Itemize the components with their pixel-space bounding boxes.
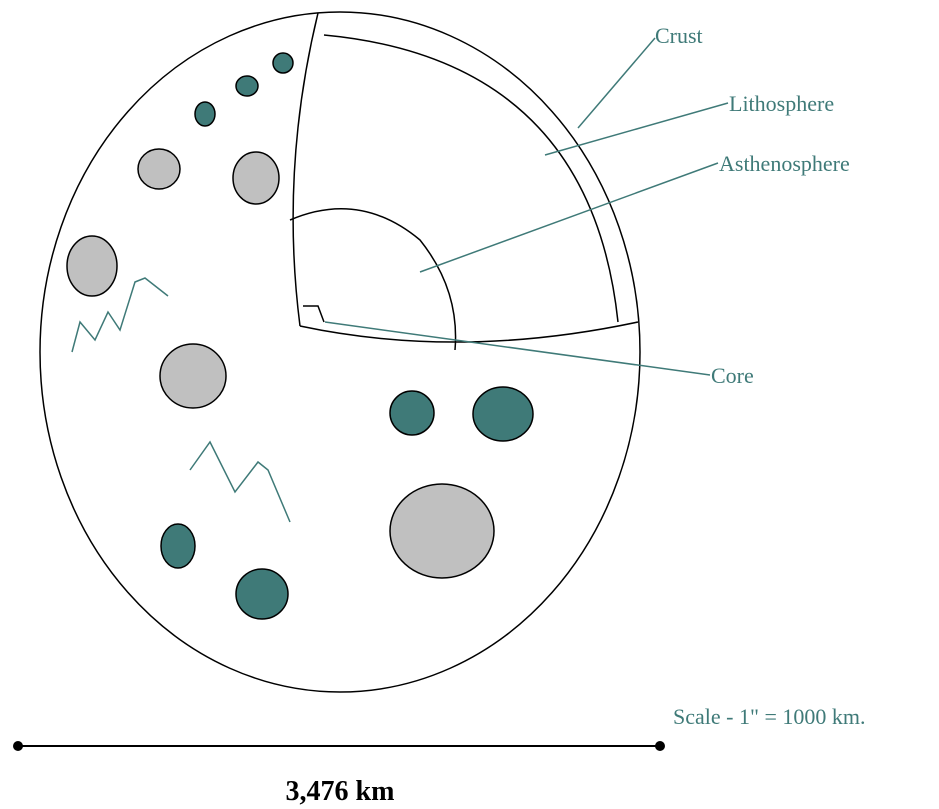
leader-line xyxy=(420,163,718,272)
leader-line xyxy=(545,103,728,155)
squiggle xyxy=(190,442,290,522)
label: Crust xyxy=(655,23,703,48)
label: Core xyxy=(711,363,754,388)
blob xyxy=(390,391,434,435)
scale-end xyxy=(13,741,23,751)
diagram: Crust Lithosphere Asthenosphere Core Sca… xyxy=(0,0,939,809)
moon-outline xyxy=(40,12,640,692)
blob xyxy=(273,53,293,73)
leader-line xyxy=(578,38,655,128)
blob xyxy=(67,236,117,296)
blob xyxy=(236,569,288,619)
blob xyxy=(195,102,215,126)
core-marker xyxy=(303,306,324,322)
blob xyxy=(473,387,533,441)
scale-note: Scale - 1" = 1000 km. xyxy=(673,704,865,729)
scale-end xyxy=(655,741,665,751)
blob xyxy=(390,484,494,578)
blob xyxy=(233,152,279,204)
crust-boundary xyxy=(324,35,618,322)
leader-line xyxy=(325,322,710,375)
blob xyxy=(138,149,180,189)
cutaway-left-edge xyxy=(293,13,318,326)
blob xyxy=(160,344,226,408)
blob xyxy=(236,76,258,96)
blob xyxy=(161,524,195,568)
diameter-label: 3,476 km xyxy=(286,776,395,807)
label: Asthenosphere xyxy=(719,151,850,176)
label: Lithosphere xyxy=(729,91,834,116)
